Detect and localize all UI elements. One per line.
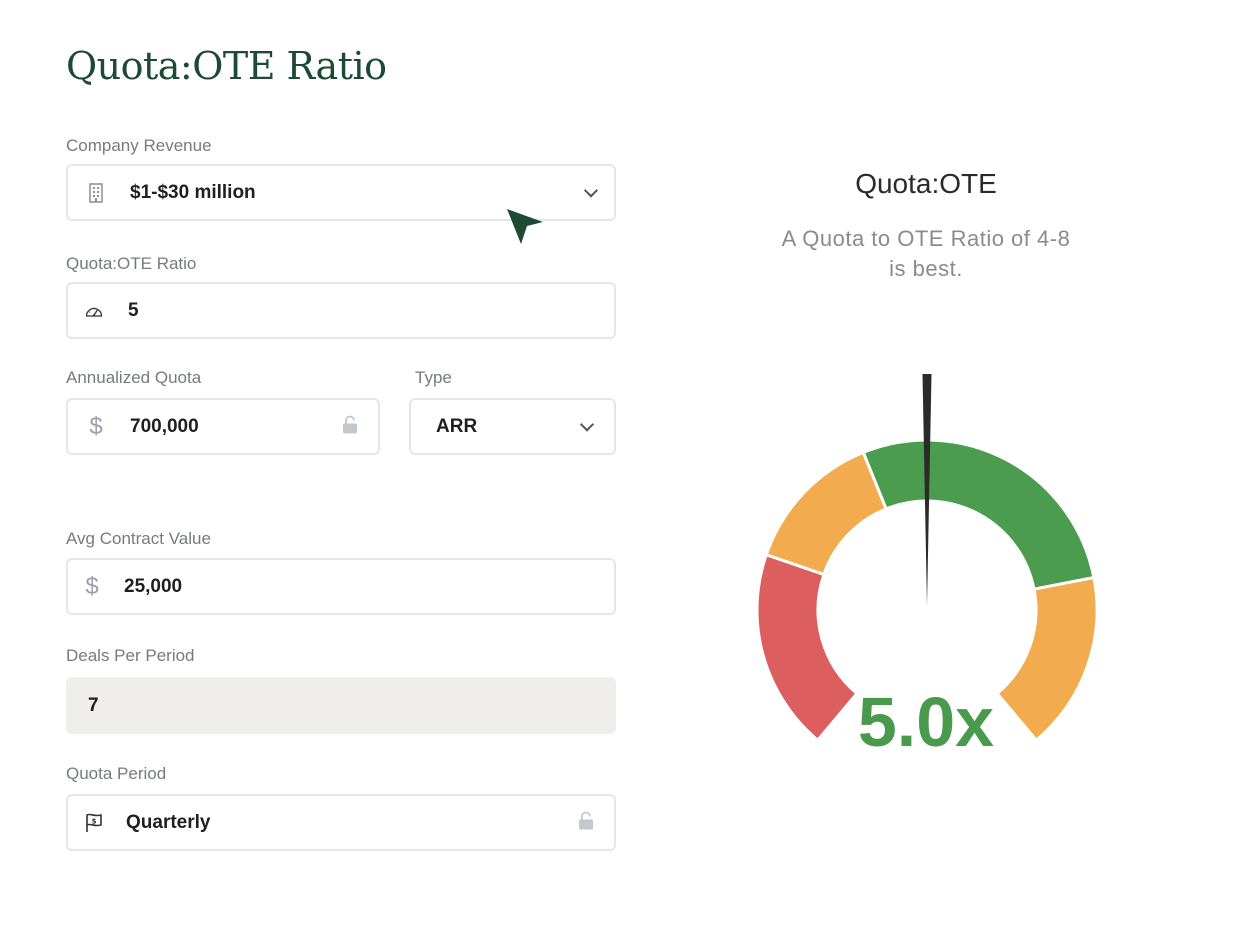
company-revenue-label: Company Revenue: [66, 136, 212, 155]
page-title: Quota:OTE Ratio: [66, 44, 387, 88]
type-label: Type: [415, 368, 452, 387]
gauge-title: Quota:OTE: [855, 168, 997, 199]
deals-per-period-value: 7: [88, 694, 99, 716]
avg-contract-value-value: 25,000: [124, 575, 183, 597]
building-icon: [86, 182, 106, 203]
type-select[interactable]: ARR: [409, 398, 616, 455]
gauge-subtitle: A Quota to OTE Ratio of 4-8 is best.: [726, 224, 1126, 284]
quota-ote-ratio-label: Quota:OTE Ratio: [66, 254, 197, 273]
quota-ote-ratio-input[interactable]: 5: [66, 282, 616, 339]
avg-contract-value-label: Avg Contract Value: [66, 529, 211, 548]
quota-period-label: Quota Period: [66, 764, 167, 783]
speedometer-icon: [84, 301, 104, 321]
chevron-down-icon: [579, 416, 595, 432]
avg-contract-value-input[interactable]: $ 25,000: [66, 558, 616, 615]
gauge-needle: [922, 374, 932, 606]
dollar-icon: $: [89, 412, 103, 440]
annualized-quota-label: Annualized Quota: [66, 368, 202, 387]
unlock-icon[interactable]: [342, 414, 358, 439]
type-value: ARR: [436, 415, 478, 437]
chevron-down-icon: [583, 182, 599, 198]
mouse-cursor-icon: [507, 209, 543, 244]
gauge-subtitle-line-1: A Quota to OTE Ratio of 4-8: [781, 226, 1071, 251]
gauge-chart: [755, 374, 1099, 743]
svg-text:$: $: [92, 817, 97, 825]
quota-period-value: Quarterly: [126, 811, 211, 833]
quota-period-select[interactable]: $ Quarterly: [66, 794, 616, 851]
unlock-icon[interactable]: [578, 810, 594, 835]
company-revenue-select[interactable]: $1-$30 million: [66, 164, 616, 221]
deals-per-period-field: 7: [66, 677, 616, 734]
gauge-segment-green: [861, 438, 1096, 591]
deals-per-period-label: Deals Per Period: [66, 646, 195, 665]
gauge-segment-orange-left: [764, 450, 889, 577]
dollar-icon: $: [85, 572, 99, 600]
quota-ote-ratio-value: 5: [128, 299, 139, 321]
company-revenue-value: $1-$30 million: [130, 181, 256, 203]
annualized-quota-value: 700,000: [130, 415, 199, 437]
flag-icon: $: [84, 813, 104, 833]
gauge-value: 5.0x: [857, 683, 995, 761]
gauge-subtitle-line-2: is best.: [889, 256, 963, 281]
gauge-segment-orange-right: [994, 575, 1099, 743]
annualized-quota-input[interactable]: $ 700,000: [66, 398, 380, 455]
gauge-segments: [755, 438, 1099, 743]
